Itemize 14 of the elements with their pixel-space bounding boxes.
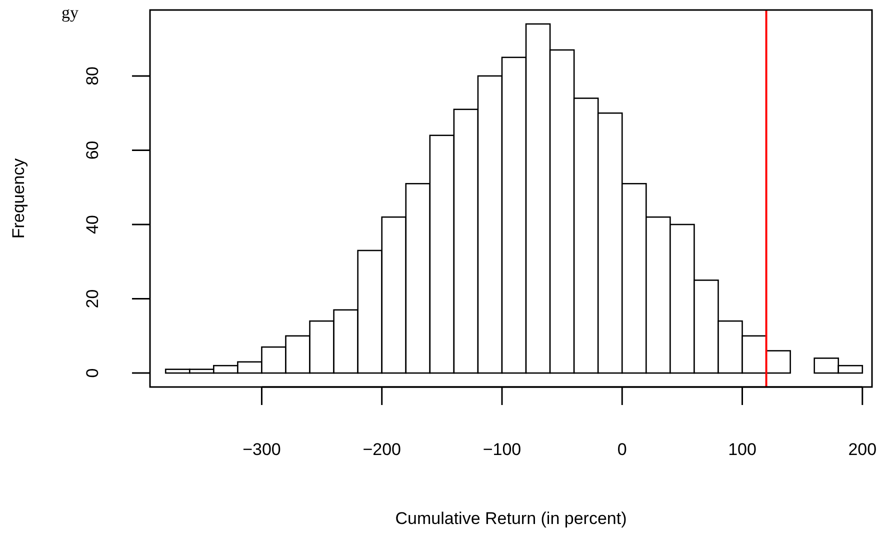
x-tick-label: 100	[728, 440, 756, 459]
x-tick-label: −200	[362, 440, 402, 459]
y-tick-label: 40	[83, 215, 102, 234]
y-tick-label: 60	[83, 140, 102, 160]
y-tick-label: 20	[83, 289, 102, 308]
y-tick-label: 80	[83, 66, 102, 86]
y-axis-title: Frequency	[9, 158, 28, 239]
x-axis-title: Cumulative Return (in percent)	[395, 509, 627, 528]
y-tick-label: 0	[83, 368, 102, 378]
x-tick-label: −100	[482, 440, 522, 459]
x-tick-label: 200	[848, 440, 877, 459]
chart-title: gy	[62, 3, 79, 22]
x-tick-label: −300	[242, 440, 281, 459]
x-tick-label: 0	[617, 440, 627, 459]
